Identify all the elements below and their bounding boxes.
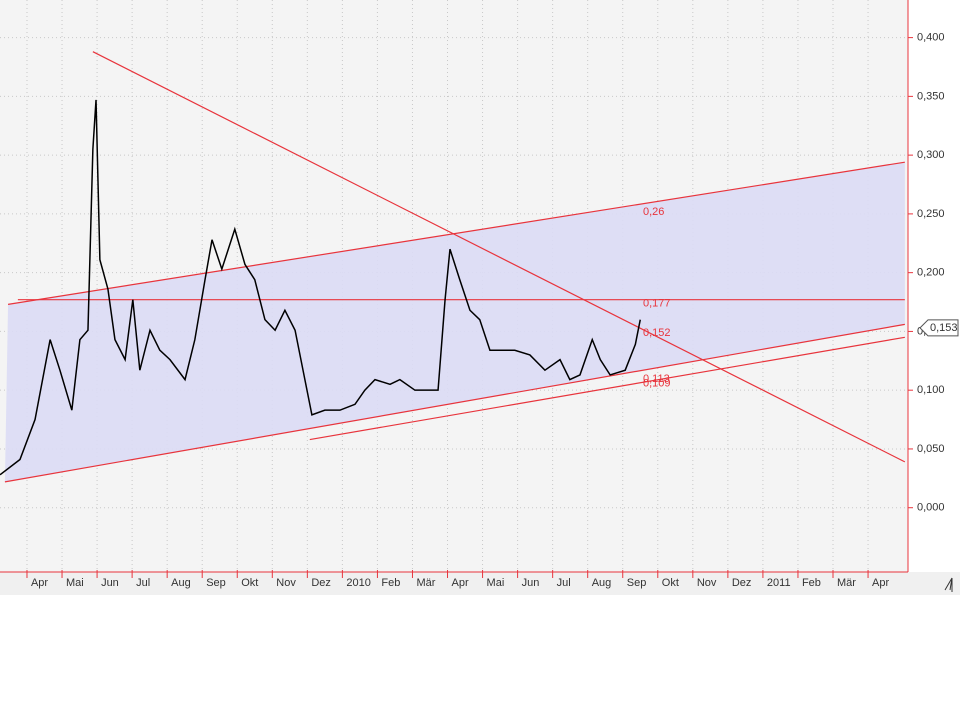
y-tick-label: 0,400 <box>917 32 945 44</box>
x-tick-label: Dez <box>732 577 752 589</box>
trendline <box>4 323 905 483</box>
x-tick-label: Okt <box>241 577 258 589</box>
price-line <box>0 99 641 476</box>
x-tick-label: Sep <box>627 577 647 589</box>
x-tick-label: 2010 <box>346 577 370 589</box>
x-tick-label: Aug <box>592 577 612 589</box>
x-tick-label: 2011 <box>767 577 791 589</box>
annotation: 0,109 <box>643 378 671 390</box>
x-tick-label: Feb <box>381 577 400 589</box>
y-tick-label: 0,350 <box>917 90 945 102</box>
trendline <box>309 336 905 441</box>
x-tick-label: Dez <box>311 577 331 589</box>
x-tick-label: Jul <box>136 577 150 589</box>
y-tick-label: 0,100 <box>917 384 945 396</box>
annotation: 0,26 <box>643 206 664 218</box>
x-tick-label: Jul <box>557 577 571 589</box>
y-tick-label: 0,050 <box>917 443 945 455</box>
x-tick-label: Okt <box>662 577 679 589</box>
x-tick-label: Feb <box>802 577 821 589</box>
x-tick-label: Mär <box>416 577 435 589</box>
x-tick-label: Apr <box>872 577 889 589</box>
x-tick-label: Aug <box>171 577 191 589</box>
y-tick-label: 0,200 <box>917 267 945 279</box>
y-tick-label: 0,300 <box>917 149 945 161</box>
x-tick-label: Mai <box>487 577 505 589</box>
x-tick-label: Nov <box>276 577 296 589</box>
x-axis-background <box>0 572 960 595</box>
annotation: 0,177 <box>643 298 671 310</box>
channel-band <box>4 162 905 482</box>
x-tick-label: Mai <box>66 577 84 589</box>
annotation: 0,152 <box>643 327 671 339</box>
x-tick-label: Jun <box>522 577 540 589</box>
x-tick-label: Jun <box>101 577 119 589</box>
trendline <box>92 51 906 463</box>
y-tick-label: 0,000 <box>917 502 945 514</box>
x-tick-label: Nov <box>697 577 717 589</box>
x-tick-label: Apr <box>452 577 469 589</box>
x-tick-label: Sep <box>206 577 226 589</box>
trendline <box>7 161 905 305</box>
y-tick-label: 0,250 <box>917 208 945 220</box>
last-value-tag <box>919 319 959 337</box>
last-value-label: 0,153 <box>930 322 958 334</box>
annotation: 0,113 <box>643 373 670 385</box>
x-tick-label: Mär <box>837 577 856 589</box>
axis-icon <box>944 577 953 592</box>
x-tick-label: Apr <box>31 577 48 589</box>
